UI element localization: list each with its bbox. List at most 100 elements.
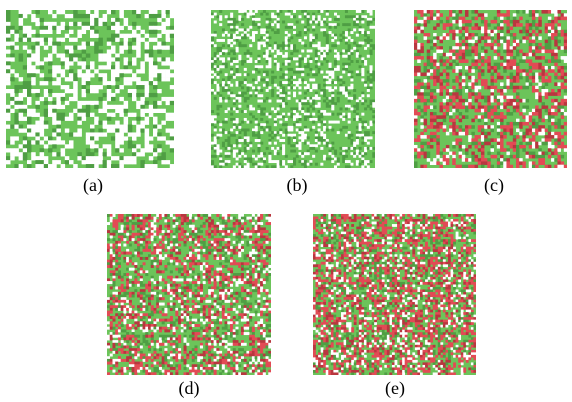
grid-cell	[153, 120, 158, 125]
grid-cell	[282, 54, 286, 58]
grid-cell	[140, 29, 145, 34]
grid-cell	[535, 112, 539, 116]
grid-cell	[477, 95, 482, 100]
grid-cell	[442, 128, 447, 133]
grid-cell	[284, 81, 288, 85]
grid-cell	[48, 148, 53, 153]
grid-cell	[525, 85, 530, 90]
grid-cell	[480, 105, 485, 110]
grid-cell	[35, 57, 40, 62]
grid-cell	[420, 108, 424, 113]
grid-cell	[238, 41, 242, 45]
grid-cell	[219, 270, 223, 274]
grid-cell	[197, 275, 201, 279]
grid-cell	[268, 139, 272, 142]
grid-cell	[240, 262, 244, 266]
grid-cell	[265, 246, 269, 250]
grid-cell	[224, 222, 228, 226]
grid-cell	[312, 83, 316, 87]
grid-cell	[161, 73, 166, 78]
grid-cell	[516, 23, 520, 27]
grid-cell	[123, 77, 129, 82]
grid-cell	[73, 164, 78, 168]
grid-cell	[137, 246, 141, 250]
grid-cell	[123, 299, 127, 303]
grid-cell	[235, 139, 239, 142]
grid-cell	[102, 164, 108, 168]
grid-cell	[320, 28, 324, 32]
grid-cell	[56, 124, 61, 129]
grid-cell	[106, 25, 112, 31]
grid-cell	[439, 164, 443, 168]
grid-cell	[512, 85, 517, 90]
grid-cell	[246, 232, 250, 236]
grid-cell	[455, 79, 459, 83]
grid-cell	[439, 13, 443, 17]
grid-cell	[94, 41, 99, 46]
grid-cell	[240, 219, 244, 223]
grid-cell	[191, 232, 195, 236]
grid-cell	[126, 307, 130, 311]
grid-cell	[471, 105, 475, 110]
grid-cell	[487, 36, 491, 40]
grid-cell	[180, 230, 184, 234]
grid-cell	[551, 121, 555, 126]
grid-cell	[301, 20, 305, 24]
grid-cell	[123, 297, 127, 301]
grid-cell	[436, 13, 440, 17]
grid-cell	[119, 160, 124, 165]
grid-cell	[180, 313, 184, 317]
grid-cell	[298, 117, 302, 121]
grid-cell	[551, 52, 555, 57]
grid-cell	[241, 81, 245, 85]
grid-cell	[107, 262, 111, 266]
grid-cell	[205, 254, 209, 258]
grid-cell	[538, 118, 542, 123]
grid-cell	[484, 95, 488, 100]
grid-cell	[461, 59, 466, 63]
grid-cell	[52, 104, 57, 110]
grid-cell	[165, 140, 171, 145]
grid-cell	[224, 235, 228, 239]
grid-cell	[90, 17, 95, 23]
grid-cell	[172, 219, 176, 223]
grid-cell	[433, 112, 437, 116]
grid-cell	[528, 125, 533, 129]
grid-cell	[429, 56, 434, 60]
grid-cell	[455, 69, 459, 73]
grid-cell	[461, 52, 466, 57]
grid-cell	[452, 69, 456, 73]
grid-cell	[14, 112, 19, 117]
grid-cell	[172, 232, 176, 236]
grid-cell	[219, 243, 223, 247]
grid-cell	[102, 77, 108, 82]
grid-cell	[522, 161, 526, 166]
grid-cell	[423, 33, 428, 37]
grid-cell	[500, 144, 504, 149]
grid-cell	[268, 115, 272, 119]
grid-cell	[560, 164, 565, 168]
grid-cell	[273, 83, 277, 87]
grid-cell	[161, 152, 166, 157]
grid-cell	[260, 214, 264, 217]
grid-cell	[519, 29, 523, 34]
grid-cell	[525, 79, 530, 83]
grid-cell	[336, 65, 340, 69]
grid-cell	[90, 85, 95, 90]
grid-cell	[273, 31, 277, 34]
grid-cell	[52, 92, 57, 98]
grid-cell	[224, 154, 228, 158]
grid-cell	[538, 36, 542, 40]
grid-cell	[205, 294, 209, 298]
grid-cell	[142, 230, 146, 234]
grid-cell	[506, 98, 510, 103]
grid-cell	[180, 318, 184, 322]
grid-cell	[115, 85, 120, 90]
grid-cell	[334, 62, 338, 66]
grid-cell	[150, 289, 154, 293]
grid-cell	[180, 222, 184, 226]
grid-cell	[128, 291, 132, 295]
grid-cell	[509, 98, 514, 103]
grid-cell	[436, 72, 440, 77]
grid-cell	[106, 10, 112, 15]
